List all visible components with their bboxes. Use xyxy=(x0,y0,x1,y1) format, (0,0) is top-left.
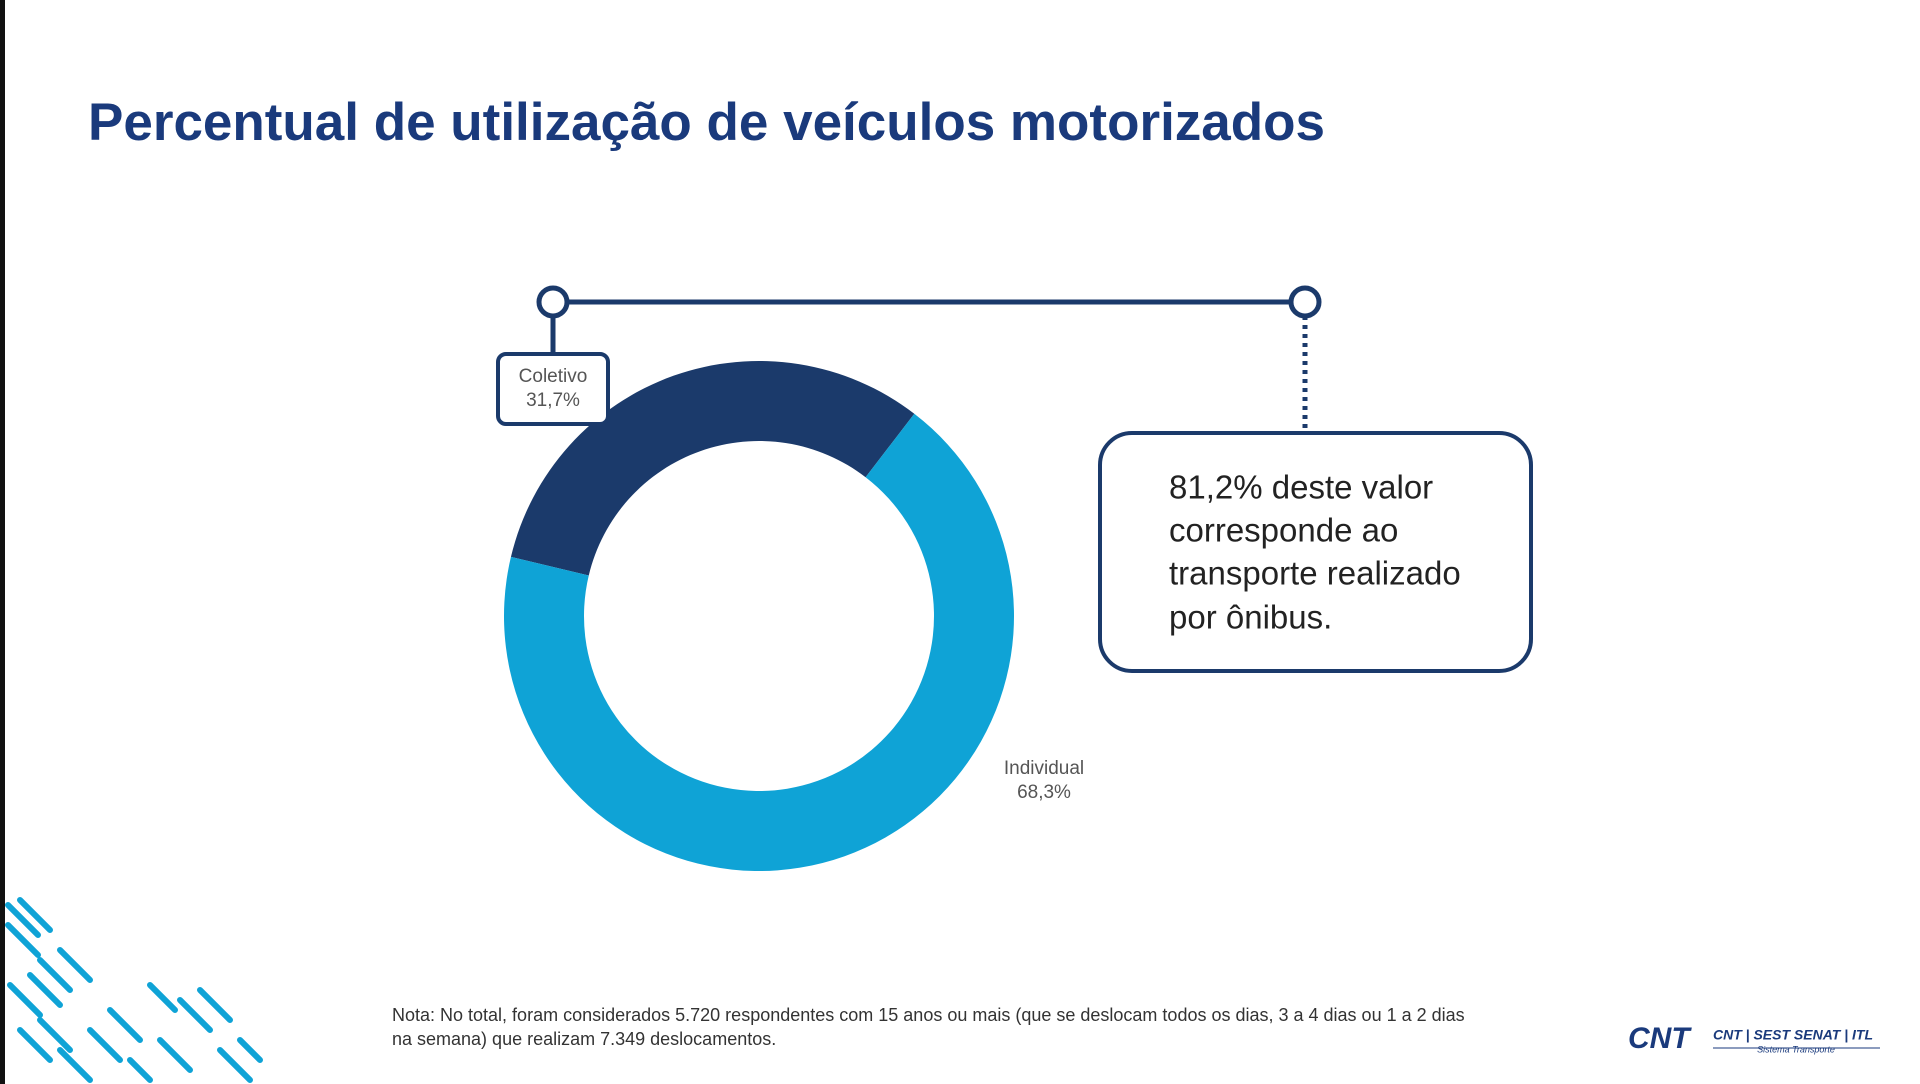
callout-line: 81,2% deste valor xyxy=(1169,469,1433,506)
decor-pattern xyxy=(5,897,263,1083)
connector xyxy=(536,285,1322,428)
category-label: Individual xyxy=(1004,758,1084,779)
value-label: 68,3% xyxy=(1017,782,1071,803)
decor-strokes xyxy=(5,897,263,1083)
callout-line: transporte realizado xyxy=(1169,555,1461,592)
logo-tagline: Sistema Transporte xyxy=(1757,1044,1835,1054)
connector-node xyxy=(536,285,570,319)
title: Percentual de utilização de veículos mot… xyxy=(88,93,1325,152)
connector-node xyxy=(1288,285,1322,319)
note: Nota: No total, foram considerados 5.720… xyxy=(392,1005,1465,1049)
donut-segment xyxy=(510,360,915,576)
callout-text: 81,2% deste valor corresponde ao transpo… xyxy=(1169,469,1461,636)
logo-main: CNT xyxy=(1628,1022,1692,1055)
note-line: Nota: No total, foram considerados 5.720… xyxy=(392,1005,1465,1025)
category-label: Coletivo xyxy=(519,366,588,387)
donut-segment xyxy=(504,413,1014,871)
logo: CNT CNT | SEST SENAT | ITL Sistema Trans… xyxy=(1628,1022,1880,1055)
callout-line: por ônibus. xyxy=(1169,599,1332,636)
callout-box xyxy=(1098,431,1533,673)
left-edge xyxy=(0,0,5,1084)
note-line: na semana) que realizam 7.349 deslocamen… xyxy=(392,1029,776,1049)
callout-line: corresponde ao xyxy=(1169,512,1398,549)
logo-group: CNT | SEST SENAT | ITL xyxy=(1713,1027,1873,1043)
label-box xyxy=(496,352,610,426)
value-label: 31,7% xyxy=(526,390,580,411)
